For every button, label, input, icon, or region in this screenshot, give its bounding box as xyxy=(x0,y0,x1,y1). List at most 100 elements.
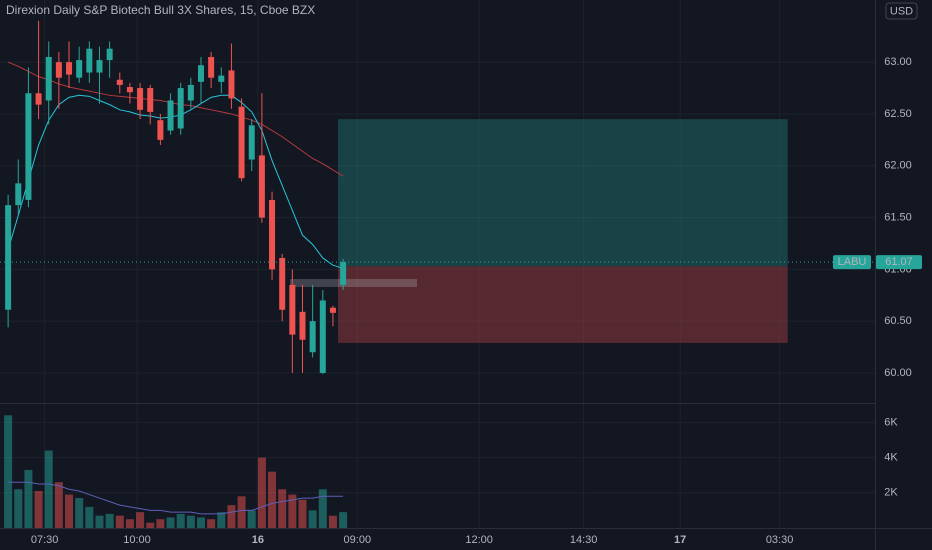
candle-body xyxy=(289,284,296,335)
candle-body xyxy=(137,88,144,110)
candle-body xyxy=(248,125,255,160)
candle-body xyxy=(25,93,32,200)
axes: 60.0060.5061.0061.5062.0062.5063.002K4K6… xyxy=(31,56,922,546)
volume-bar xyxy=(156,519,165,528)
loss-zone xyxy=(338,266,788,343)
candle-body xyxy=(329,307,336,313)
volume-bar xyxy=(328,515,337,528)
x-tick-label: 14:30 xyxy=(570,534,598,546)
x-tick-label: 03:30 xyxy=(766,534,794,546)
candle-body xyxy=(106,48,113,61)
volume-bar xyxy=(166,517,175,528)
y-tick-label: 60.00 xyxy=(884,367,912,379)
y-tick-label: 61.50 xyxy=(884,211,912,223)
y-tick-label: 62.50 xyxy=(884,108,912,120)
volume-bar xyxy=(4,415,13,528)
y-tick-label: 63.00 xyxy=(884,56,912,68)
currency: USD xyxy=(890,5,913,17)
volume-bar xyxy=(75,498,84,528)
chart-title: Direxion Daily S&P Biotech Bull 3X Share… xyxy=(6,3,315,17)
candle-body xyxy=(45,56,52,101)
volume-tick-label: 6K xyxy=(884,416,898,428)
candle-body xyxy=(86,48,93,73)
volume-moving-average xyxy=(8,481,344,515)
ticker-badge xyxy=(833,255,871,270)
candle-body xyxy=(116,79,123,85)
volume-bar xyxy=(105,513,114,528)
candle-body xyxy=(218,75,225,82)
volume-bar xyxy=(257,457,266,528)
fast-moving-average xyxy=(7,94,344,269)
candle-body xyxy=(66,62,73,75)
slow-moving-average xyxy=(7,61,344,177)
volume-bar xyxy=(207,519,216,528)
candle-body xyxy=(147,88,154,112)
candle-body xyxy=(177,88,184,129)
candle-body xyxy=(126,87,133,93)
x-tick-label: 12:00 xyxy=(465,534,493,546)
volume-bar xyxy=(186,515,195,528)
candle-body xyxy=(35,93,42,105)
ticker-label: LABU xyxy=(838,256,867,268)
x-tick-label: 10:00 xyxy=(123,534,151,546)
candle-body xyxy=(5,205,12,310)
volume-bar xyxy=(217,512,226,528)
volume-bar xyxy=(85,506,94,528)
profit-zone xyxy=(338,119,788,267)
x-tick-label: 17 xyxy=(674,534,686,546)
volume-bar xyxy=(288,494,297,528)
volume-bar xyxy=(95,515,104,528)
candle-body xyxy=(15,183,22,206)
volume-bar xyxy=(298,499,307,528)
x-tick-label: 07:30 xyxy=(31,534,59,546)
candle-body xyxy=(167,100,174,131)
candle-body xyxy=(157,120,164,140)
candle-body xyxy=(238,106,245,179)
volume-bar xyxy=(237,496,246,528)
volume-bar xyxy=(196,517,205,528)
volume-bar xyxy=(136,512,145,528)
volume-bar xyxy=(24,469,33,528)
candle-body xyxy=(228,70,235,99)
candle-body xyxy=(309,321,316,353)
x-tick-label: 09:00 xyxy=(344,534,372,546)
volume-tick-label: 2K xyxy=(884,487,898,499)
last-price-badge xyxy=(876,255,922,270)
candle-body xyxy=(258,155,265,218)
volume-bar xyxy=(44,450,53,528)
volume-bar xyxy=(54,482,63,528)
candle-body xyxy=(187,84,194,101)
volume-bar xyxy=(65,494,74,528)
volume-bar xyxy=(176,513,185,528)
volume-bar xyxy=(278,489,287,528)
volume-bar xyxy=(268,471,277,528)
candle-body xyxy=(197,65,204,82)
candle-body xyxy=(279,257,286,310)
candle-body xyxy=(55,62,62,78)
candle-body xyxy=(96,60,103,73)
volume-bar xyxy=(146,522,155,528)
volume-bar xyxy=(339,512,348,528)
volume-bar xyxy=(115,515,124,528)
volume-bar xyxy=(14,489,23,528)
candle-body xyxy=(299,311,306,340)
grid xyxy=(0,0,875,528)
x-tick-label: 16 xyxy=(252,534,264,546)
volume-bar xyxy=(308,510,317,528)
y-tick-label: 60.50 xyxy=(884,315,912,327)
candle-body xyxy=(269,199,276,270)
volume-tick-label: 4K xyxy=(884,451,898,463)
last-price-label: 61.07 xyxy=(885,256,913,268)
candle-body xyxy=(340,262,347,285)
volume-bar xyxy=(125,519,134,528)
volume-bar xyxy=(318,489,327,528)
volume-bar xyxy=(34,491,43,528)
candle-body xyxy=(319,300,326,373)
currency-badge[interactable] xyxy=(885,2,918,20)
candle-body xyxy=(76,60,83,78)
y-tick-label: 62.00 xyxy=(884,160,912,172)
candle-body xyxy=(208,56,215,78)
plot xyxy=(0,20,875,528)
